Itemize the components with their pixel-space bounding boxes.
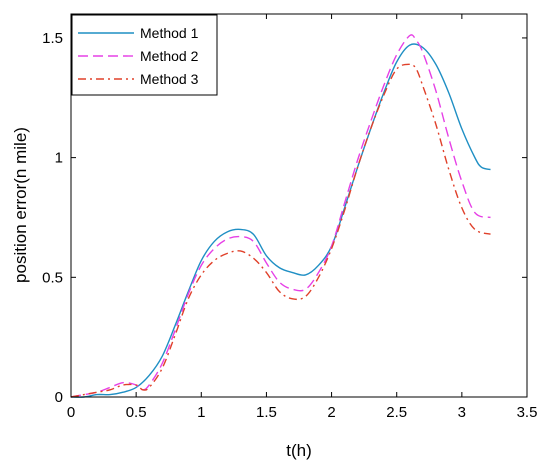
y-tick-label: 0.5 (42, 269, 63, 286)
x-tick-label: 3 (458, 404, 466, 421)
x-tick-label: 1 (197, 404, 205, 421)
legend: Method 1 Method 2 Method 3 (71, 14, 218, 96)
x-tick-label: 0 (67, 404, 75, 421)
x-axis-label: t(h) (286, 441, 312, 460)
series-layer (70, 34, 491, 398)
x-tick-label: 0.5 (126, 404, 147, 421)
x-tick-label: 2 (327, 404, 335, 421)
plot-frame (70, 13, 528, 398)
x-tick-label: 1.5 (256, 404, 277, 421)
legend-label-2: Method 2 (140, 48, 199, 64)
tick-layer: 0 0.5 1 1.5 2 2.5 3 3.5 0 0.5 1 1.5 (42, 14, 537, 421)
x-tick-label: 3.5 (517, 404, 538, 421)
legend-box (71, 14, 218, 96)
x-tick-label: 2.5 (386, 404, 407, 421)
y-tick-label: 1 (55, 150, 63, 167)
y-tick-label: 1.5 (42, 30, 63, 47)
y-axis-label: position error(n mile) (11, 127, 30, 283)
legend-label-3: Method 3 (140, 71, 199, 87)
series-line-1 (70, 43, 491, 398)
y-tick-label: 0 (55, 389, 63, 406)
series-line-3 (70, 63, 491, 398)
series-line-2 (70, 34, 491, 398)
legend-label-1: Method 1 (140, 25, 199, 41)
